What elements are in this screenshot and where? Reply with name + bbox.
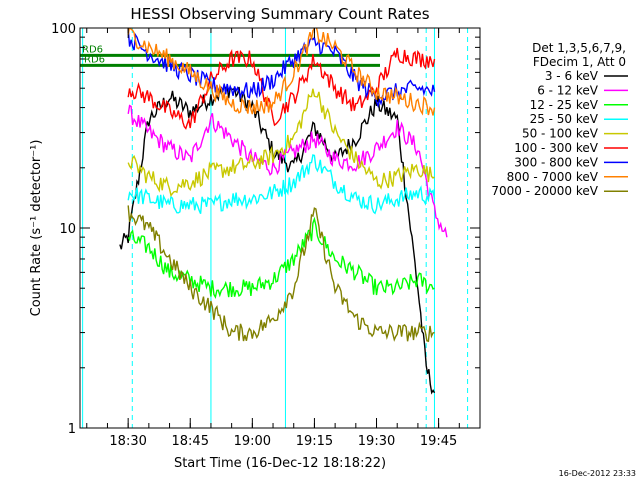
series-line	[127, 88, 435, 198]
legend-entry-label: 25 - 50 keV	[530, 112, 599, 126]
legend-header-line-2: FDecim 1, Att 0	[533, 55, 626, 69]
timestamp: 16-Dec-2012 23:33	[559, 469, 636, 478]
y-tick-label: 1	[68, 422, 76, 437]
series-layer	[119, 28, 448, 395]
x-tick-label: 19:15	[296, 434, 333, 449]
flag-label: RD6	[84, 54, 105, 65]
series-line	[127, 154, 436, 215]
legend-entry-label: 6 - 12 keV	[537, 83, 599, 97]
x-axis-label: Start Time (16-Dec-12 18:18:22)	[174, 456, 386, 471]
legend-entry-label: 50 - 100 keV	[522, 127, 599, 141]
x-tick-label: 18:30	[109, 434, 146, 449]
series-line	[127, 205, 435, 343]
x-tick-label: 19:45	[420, 434, 457, 449]
axes: 18:30 18:45 19:00 19:15 19:30 19:45 1 10 100	[51, 22, 481, 449]
legend-entry-label: 12 - 25 keV	[530, 98, 599, 112]
legend-entry-label: 300 - 800 keV	[514, 155, 598, 169]
series-line	[127, 28, 436, 116]
series-line	[127, 104, 448, 238]
legend-entry-label: 800 - 7000 keV	[507, 170, 599, 184]
y-tick-label: 100	[51, 22, 76, 37]
legend-entry-label: 3 - 6 keV	[545, 69, 599, 83]
series-line	[127, 47, 436, 130]
legend-entry-label: 100 - 300 keV	[514, 141, 598, 155]
legend-header-line-1: Det 1,3,5,6,7,9,	[532, 41, 626, 55]
x-tick-label: 19:00	[234, 434, 271, 449]
y-tick-label: 10	[59, 222, 76, 237]
legend: Det 1,3,5,6,7,9, FDecim 1, Att 0 3 - 6 k…	[491, 41, 628, 198]
x-tick-label: 19:30	[358, 434, 395, 449]
legend-entry-label: 7000 - 20000 keV	[491, 184, 598, 198]
chart-title: HESSI Observing Summary Count Rates	[130, 5, 429, 23]
y-axis-label: Count Rate (s⁻¹ detector⁻¹)	[29, 140, 44, 317]
flag-label: RD6	[82, 44, 103, 55]
x-tick-label: 18:45	[172, 434, 209, 449]
